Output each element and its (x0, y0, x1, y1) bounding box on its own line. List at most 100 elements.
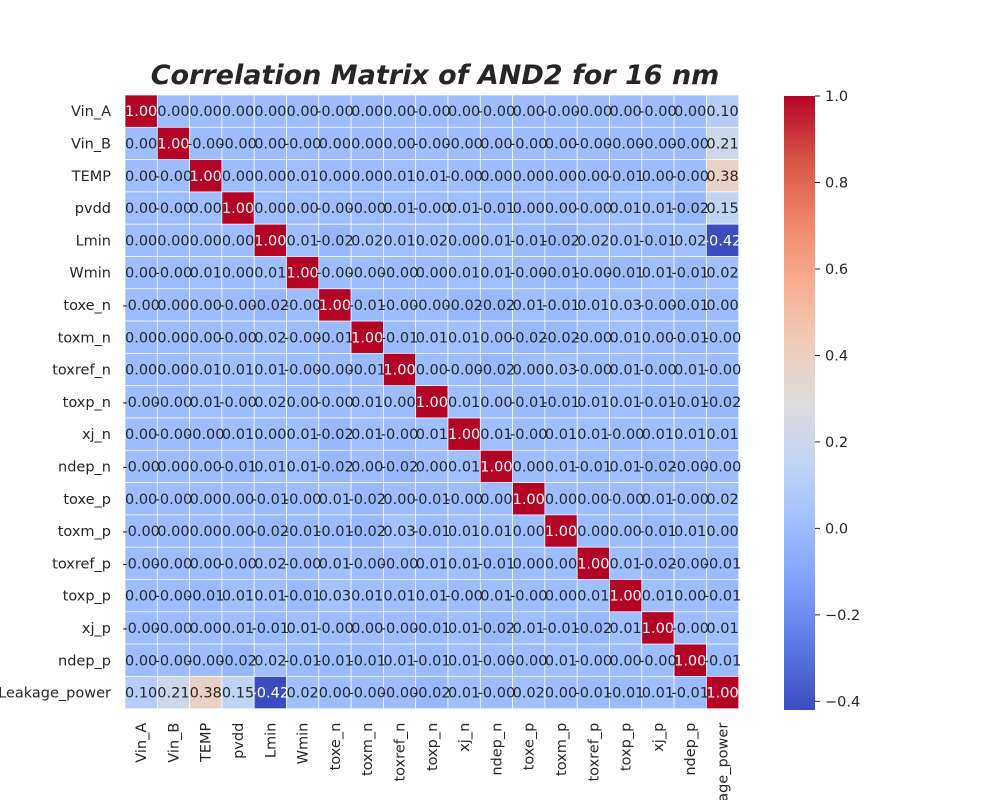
cell-value-label: 0.00 (416, 363, 448, 379)
heatmap-cell (706, 288, 740, 322)
cell-value-label: 0.00 (125, 363, 157, 379)
cell-value-label: 0.00 (448, 233, 480, 249)
heatmap-cell (576, 514, 610, 548)
cell-value-label: 0.00 (706, 298, 738, 314)
heatmap-cell (673, 417, 707, 451)
heatmap-cell (673, 676, 707, 710)
cell-value-label: 0.01 (448, 653, 480, 669)
cell-value-label: 0.00 (222, 492, 254, 508)
heatmap-cell (479, 449, 513, 483)
heatmap-cell (447, 449, 481, 483)
cell-value-label: -0.00 (639, 653, 677, 669)
heatmap-cell (383, 256, 417, 290)
cell-value-label: 0.01 (545, 459, 577, 475)
cell-value-label: 0.01 (416, 330, 448, 346)
cell-value-label: 1.00 (706, 686, 738, 702)
cell-value-label: 0.00 (157, 298, 189, 314)
cell-value-label: 0.00 (190, 104, 222, 120)
cell-value-label: 0.01 (674, 363, 706, 379)
cell-value-label: -0.00 (575, 201, 613, 217)
heatmap-cell (512, 417, 546, 451)
colorbar-tick-label: 0.2 (825, 435, 848, 451)
heatmap-cell (189, 191, 223, 225)
cell-value-label: -0.00 (671, 459, 709, 475)
cell-value-label: 0.01 (416, 169, 448, 185)
cell-value-label: -0.01 (284, 589, 322, 605)
heatmap-cell (512, 579, 546, 613)
heatmap-cell (447, 191, 481, 225)
cell-value-label: 0.02 (254, 330, 286, 346)
heatmap-cell (221, 223, 255, 257)
heatmap-cell (512, 288, 546, 322)
cell-value-label: -0.00 (122, 524, 160, 540)
heatmap-cell (189, 579, 223, 613)
heatmap-cell (189, 320, 223, 354)
heatmap-cell (609, 417, 643, 451)
heatmap-cell (124, 288, 158, 322)
cell-value-label: -0.01 (671, 686, 709, 702)
cell-value-label: 0.00 (513, 524, 545, 540)
cell-value-label: 0.01 (254, 459, 286, 475)
cell-value-label: -0.00 (122, 298, 160, 314)
cell-value-label: 1.00 (577, 556, 609, 572)
heatmap-cell (189, 611, 223, 645)
colorbar-tick-label: 0.4 (825, 348, 848, 364)
cell-value-label: 0.00 (319, 169, 351, 185)
cell-value-label: 0.00 (190, 233, 222, 249)
heatmap-cell (706, 643, 740, 677)
cell-value-label: -0.00 (284, 492, 322, 508)
cell-value-label: -0.00 (348, 201, 386, 217)
cell-value-label: 0.01 (610, 395, 642, 411)
cell-value-label: 0.00 (416, 459, 448, 475)
heatmap-cell (609, 676, 643, 710)
heatmap-cell (383, 676, 417, 710)
cell-value-label: 0.00 (157, 363, 189, 379)
heatmap-cell (641, 320, 675, 354)
heatmap-cell (544, 94, 578, 128)
cell-value-label: 0.01 (674, 427, 706, 443)
cell-value-label: 0.01 (351, 427, 383, 443)
heatmap-cell (447, 643, 481, 677)
heatmap-cell (286, 191, 320, 225)
cell-value-label: 0.01 (351, 589, 383, 605)
cell-value-label: 0.00 (480, 330, 512, 346)
y-tick-label: Leakage_power (0, 686, 111, 702)
cell-value-label: 0.01 (383, 169, 415, 185)
cell-value-label: -0.02 (381, 459, 419, 475)
x-tick-label: toxe_p (522, 723, 538, 771)
heatmap-cell (641, 676, 675, 710)
cell-value-label: -0.01 (316, 653, 354, 669)
cell-value-label: 0.01 (642, 492, 674, 508)
cell-value-label: -0.01 (252, 492, 290, 508)
cell-value-label: 0.00 (190, 524, 222, 540)
cell-value-label: 0.00 (319, 136, 351, 152)
cell-value-label: -0.00 (284, 136, 322, 152)
heatmap-cell (706, 385, 740, 419)
cell-value-label: 1.00 (254, 233, 286, 249)
cell-value-label: 0.15 (706, 201, 738, 217)
cell-value-label: 0.01 (351, 395, 383, 411)
heatmap-cell (447, 288, 481, 322)
cell-value-label: -0.01 (348, 653, 386, 669)
cell-value-label: -0.00 (704, 459, 742, 475)
cell-value-label: -0.02 (316, 233, 354, 249)
colorbar-tick-label: 0.8 (825, 175, 848, 191)
heatmap-cell (706, 514, 740, 548)
heatmap-cell (544, 482, 578, 516)
cell-value-label: 0.00 (287, 104, 319, 120)
cell-value-label: -0.01 (413, 653, 451, 669)
cell-value-label: -0.02 (704, 395, 742, 411)
cell-value-label: 0.00 (513, 459, 545, 475)
heatmap-cell (221, 611, 255, 645)
chart-title: Correlation Matrix of AND2 for 16 nm (150, 60, 720, 91)
cell-value-label: -0.02 (542, 233, 580, 249)
cell-value-label: -0.02 (348, 524, 386, 540)
heatmap-cell (641, 611, 675, 645)
cell-value-label: -0.00 (122, 621, 160, 637)
heatmap-cell (286, 482, 320, 516)
cell-value-label: 0.02 (416, 233, 448, 249)
y-tick-label: toxe_p (63, 492, 111, 508)
cell-value-label: 0.03 (545, 363, 577, 379)
cell-value-label: 0.01 (642, 266, 674, 282)
cell-value-label: -0.02 (639, 459, 677, 475)
